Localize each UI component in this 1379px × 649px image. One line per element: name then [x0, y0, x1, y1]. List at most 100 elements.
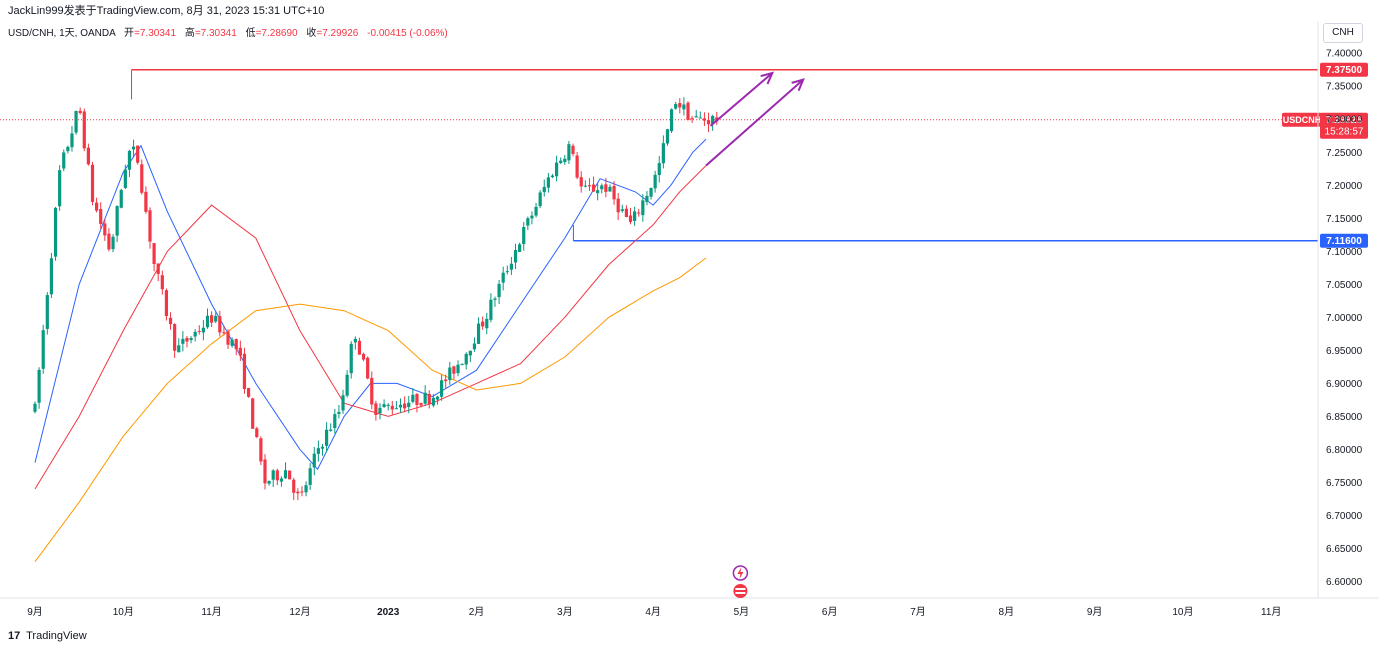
candle-body: [641, 200, 645, 216]
candle-body: [698, 117, 702, 119]
support-price-tag: [1320, 233, 1368, 248]
resistance-price-label: 7.37500: [1326, 65, 1363, 76]
candle-body: [304, 485, 308, 493]
trend-arrowhead: [791, 78, 805, 92]
candle-body: [456, 364, 460, 374]
candle-body: [633, 211, 637, 221]
y-tick-label: 7.20000: [1326, 181, 1363, 192]
flag-stripe: [735, 588, 746, 590]
x-tick-label: 11月: [201, 606, 221, 618]
candle-body: [468, 350, 472, 356]
x-tick-label: 2023: [377, 607, 400, 618]
candle-body: [177, 345, 181, 353]
candle-body: [423, 392, 427, 404]
moving-averages-layer: [34, 138, 707, 562]
y-tick-label: 6.65000: [1326, 544, 1363, 555]
candle-body: [74, 111, 78, 133]
close-value: =7.29926: [316, 28, 359, 39]
candle-body: [394, 408, 399, 410]
candle-body: [637, 212, 641, 214]
countdown-label: 15:28:57: [1325, 127, 1364, 138]
candle-body: [571, 145, 575, 154]
candle-body: [382, 404, 386, 408]
candle-body: [349, 343, 353, 374]
high-value: =7.30341: [194, 28, 237, 39]
candle-body: [509, 263, 514, 270]
low-label: 低: [245, 28, 256, 39]
candle-body: [226, 331, 230, 345]
y-tick-label: 7.25000: [1326, 148, 1363, 159]
candle-body: [481, 321, 485, 327]
trend-arrowhead: [760, 71, 775, 85]
candle-body: [90, 164, 95, 202]
candle-body: [283, 470, 288, 479]
candle-body: [66, 146, 70, 152]
y-tick-label: 6.75000: [1326, 478, 1363, 489]
candle-body: [86, 147, 90, 165]
candle-body: [234, 339, 238, 350]
x-tick-label: 10月: [113, 606, 134, 618]
y-tick-label: 7.15000: [1326, 214, 1363, 225]
x-tick-label: 8月: [999, 606, 1015, 618]
close-label: 收: [306, 28, 317, 39]
candle-body: [58, 170, 62, 207]
flag-stripe: [735, 592, 746, 594]
candle-body: [37, 369, 41, 403]
candle-body: [526, 218, 530, 226]
y-tick-label: 6.60000: [1326, 577, 1363, 588]
candle-body: [275, 470, 279, 481]
axis-layer: 7.40000 7.35000 7.30000 7.25000 7.20000 7.150…: [0, 22, 1379, 618]
candle-body: [210, 315, 214, 323]
currency-button[interactable]: CNH: [1323, 23, 1363, 43]
current-price-label: 7.29926: [1326, 115, 1363, 126]
candle-body: [366, 357, 370, 379]
candle-body: [501, 272, 505, 283]
candle-body: [530, 215, 534, 219]
high-label: 高: [184, 28, 195, 39]
candle-body: [123, 169, 127, 188]
candle-body: [460, 363, 464, 365]
chart-legend: USD/CNH, 1天, OANDA 开=7.30341 高=7.30341 低…: [8, 24, 448, 39]
y-tick-label: 6.70000: [1326, 511, 1363, 522]
candle-body: [230, 339, 234, 346]
candle-body: [95, 202, 99, 211]
candle-body: [653, 174, 657, 189]
arrows-layer: [705, 71, 805, 167]
candle-body: [144, 191, 148, 212]
publisher-text: JackLin999发表于TradingView.com, 8月 31, 202…: [8, 5, 325, 17]
candle-body: [201, 327, 205, 333]
candle-body: [197, 330, 201, 332]
candle-body: [489, 299, 493, 320]
x-tick-label: 10月: [1172, 606, 1193, 618]
candle-body: [255, 428, 259, 438]
candle-body: [222, 332, 226, 334]
candle-body: [608, 186, 612, 192]
candle-body: [242, 353, 247, 390]
candle-body: [329, 429, 333, 431]
candle-body: [361, 353, 366, 360]
candle-body: [99, 209, 103, 224]
candle-body: [583, 185, 587, 187]
candle-body: [596, 190, 600, 194]
candle-body: [370, 377, 374, 405]
candle-body: [238, 347, 242, 356]
symbol-label[interactable]: USD/CNH, 1天, OANDA: [8, 28, 116, 39]
candle-body: [374, 403, 378, 415]
candle-body: [563, 158, 567, 162]
lightning-glyph-icon: [737, 567, 744, 579]
candle-body: [70, 133, 74, 148]
candle-body: [78, 110, 82, 114]
candle-body: [435, 396, 440, 400]
candle-body: [612, 185, 616, 200]
current-price-tag: [1320, 112, 1368, 139]
candle-body: [678, 103, 682, 108]
candle-body: [628, 215, 633, 222]
tradingview-logo-icon: 17: [8, 630, 21, 642]
candle-body: [534, 206, 538, 216]
candle-body: [62, 152, 66, 169]
candle-body: [312, 453, 316, 468]
x-tick-label: 6月: [822, 606, 838, 618]
candle-body: [148, 210, 152, 242]
x-tick-label: 12月: [289, 606, 310, 618]
